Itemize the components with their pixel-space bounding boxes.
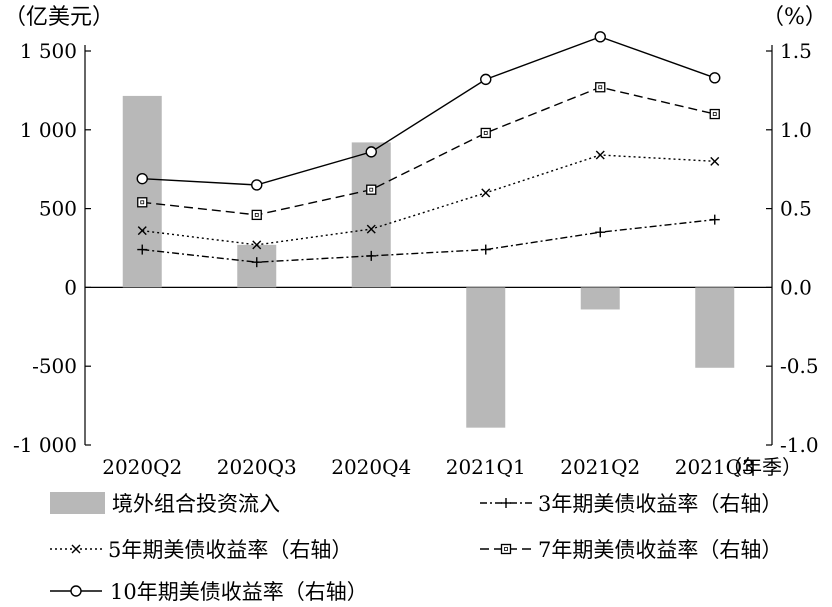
series-line [142,154,715,246]
bar-2020Q4 [351,142,391,288]
point-2021Q3 [709,108,720,120]
point-2020Q3 [252,240,262,250]
bars [122,95,735,428]
x-b [366,224,376,234]
square-inner [598,85,603,90]
legend: 境外组合投资流入 3年期美债收益率（右轴） 5年期美债收益率（右轴） 7年期美债收益率… [50,492,782,604]
legend-label: 3年期美债收益率（右轴） [538,492,782,516]
point-2021Q1 [480,73,492,86]
category-label: 2021Q2 [560,455,640,479]
category-label: 2020Q3 [217,455,297,479]
right-tick-label: 1.0 [780,118,812,142]
point-2021Q1 [481,188,491,198]
legend-marker [500,543,512,555]
point-2021Q2 [595,150,605,160]
category-label: 2021Q1 [446,455,526,479]
square-inner [140,200,145,205]
series-line [142,36,715,186]
square-outer [137,197,148,208]
x-b [137,226,147,236]
square-outer [709,108,720,120]
legend-item-plus: 3年期美债收益率（右轴） [480,492,782,516]
point-2020Q4 [366,224,376,234]
x-b [481,188,491,198]
series-line [142,86,715,216]
legend-marker [71,544,81,554]
right-tick-label: 0.0 [780,275,812,299]
square-outer [480,127,491,139]
series-square [137,82,720,221]
left-tick-label: 1 000 [20,118,77,142]
right-axis-unit: （%） [762,5,827,30]
legend-label: 10年期美债收益率（右轴） [110,580,368,603]
legend-label: 7年期美债收益率（右轴） [538,538,782,562]
square-outer [595,82,606,93]
series-x [137,150,720,250]
square-inner [504,547,508,551]
x-b [595,150,605,160]
legend-item-square: 7年期美债收益率（右轴） [480,538,782,562]
point-2020Q2 [137,197,148,208]
point-2021Q2 [595,227,606,238]
left-tick-label: -500 [32,354,77,378]
legend-label: 5年期美债收益率（右轴） [108,538,352,562]
lines [136,31,721,268]
point-2021Q3 [710,156,720,166]
square-inner [369,187,374,192]
series-plus [137,214,720,268]
left-tick-label: -1 000 [13,433,77,457]
x-b [710,156,720,166]
category-label: 2020Q4 [331,455,411,479]
right-tick-label: -1.0 [780,433,819,457]
left-tick-label: 0 [64,275,77,299]
point-2021Q3 [709,214,720,225]
right-tick-label: 0.5 [780,197,812,221]
left-tick-label: 500 [39,197,77,221]
legend-bar-swatch [50,492,105,514]
legend-marker [70,585,82,597]
left-tick-label: 1 500 [20,39,77,63]
point-2021Q1 [480,127,491,139]
bar-2021Q3 [695,287,735,368]
point-2020Q3 [251,257,262,268]
bar-2020Q2 [122,95,162,288]
x-b [252,240,262,250]
point-2020Q2 [137,226,147,236]
point-2020Q4 [365,146,377,158]
point-2021Q1 [480,244,491,255]
point-2020Q4 [366,184,377,195]
axes: 1 500 1 000 500 0 -500 -1 000 1.5 1.0 0.5 0.0 -0.5… [4,5,827,479]
point-2020Q3 [251,179,263,191]
legend-marker [501,498,511,508]
legend-bar-label: 境外组合投资流入 [112,492,280,516]
legend-item-x: 5年期美债收益率（右轴） [50,538,352,562]
right-tick-label: 1.5 [780,39,812,63]
category-label: 2020Q2 [102,455,182,479]
category-label: 2021Q3 [675,455,755,479]
square-outer [500,543,512,555]
x-axis-unit: （年季） [722,455,802,479]
x-b [71,544,81,554]
square-outer [366,184,377,195]
legend-item-circle: 10年期美债收益率（右轴） [50,580,368,604]
square-inner [712,112,717,116]
bar-2021Q1 [466,287,506,428]
series-line [142,218,715,263]
square-inner [254,213,259,217]
point-2020Q3 [251,209,262,221]
bar-2021Q2 [580,287,620,310]
point-2020Q4 [366,250,377,261]
right-tick-label: -0.5 [780,354,819,378]
square-inner [483,131,488,135]
point-2021Q2 [595,82,606,93]
point-2020Q2 [137,244,148,255]
series-circle [136,31,721,191]
point-2020Q2 [136,172,148,185]
left-axis-unit: （亿美元） [4,5,114,30]
point-2021Q3 [709,72,721,84]
square-outer [251,209,262,221]
point-2021Q2 [594,31,606,43]
